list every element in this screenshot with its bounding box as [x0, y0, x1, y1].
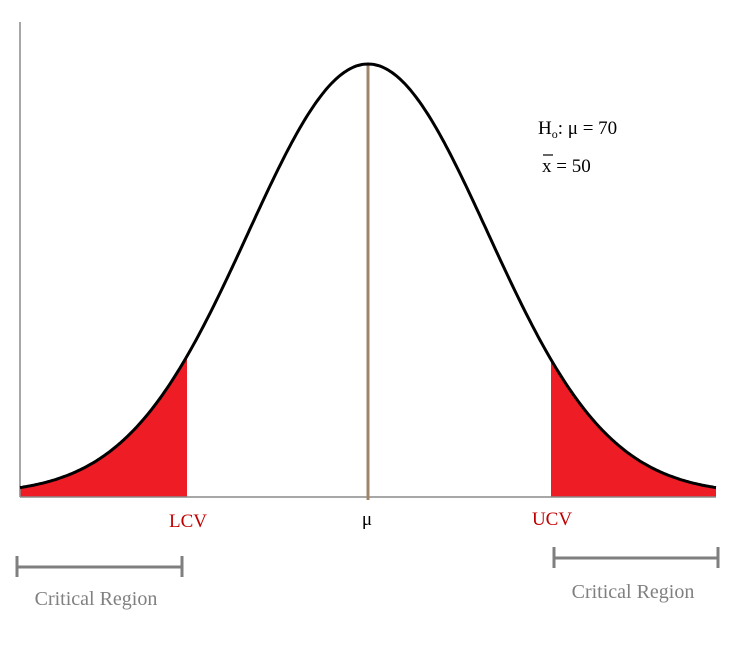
sample-mean-label: x = 50	[542, 156, 591, 177]
lower-critical-value-label: LCV	[169, 511, 207, 532]
right-critical-region-label: Critical Region	[572, 581, 695, 603]
left-critical-region-bracket	[15, 556, 184, 577]
mean-label: μ	[362, 509, 372, 530]
upper-critical-value-label: UCV	[532, 509, 572, 530]
upper-critical-region-shading	[551, 359, 716, 497]
left-critical-region-label: Critical Region	[35, 588, 158, 610]
bell-curve	[19, 62, 717, 490]
lower-critical-region-shading	[20, 356, 187, 497]
null-hypothesis-label: Ho: μ = 70	[538, 118, 617, 141]
right-critical-region-bracket	[552, 547, 720, 568]
